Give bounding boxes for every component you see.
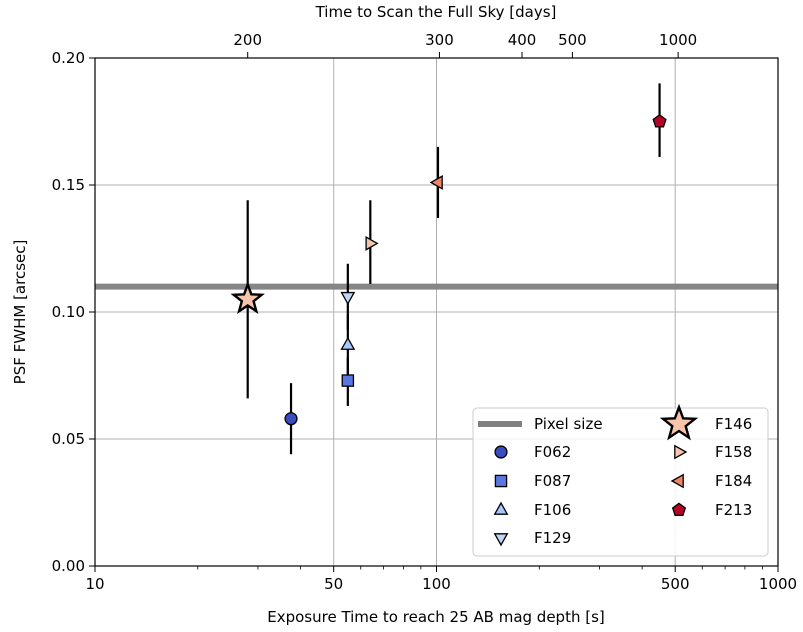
tick-layer: 10 50 100 500 1000 0.00 0.05 0.10 0.15 0.20 200 300… <box>52 31 798 593</box>
top-tick-label: 200 <box>233 31 262 49</box>
top-tick-label: 1000 <box>659 31 697 49</box>
marker-f158 <box>365 236 379 251</box>
marker-f129 <box>340 291 356 306</box>
legend-swatch-f062 <box>494 445 508 459</box>
top-axis-title: Time to Scan the Full Sky [days] <box>315 3 557 21</box>
legend-items: Pixel size F062 F087 F106 F129 F146 F158 F184 F2… <box>478 403 752 547</box>
top-tick-label: 300 <box>425 31 454 49</box>
legend-label-f087: F087 <box>534 472 571 490</box>
marker-f062 <box>284 412 298 426</box>
marker-f106 <box>340 336 356 350</box>
y-axis-title: PSF FWHM [arcsec] <box>11 240 29 385</box>
marker-f184 <box>429 175 443 190</box>
legend: Pixel size F062 F087 F106 F129 F146 F158 F184 F2… <box>472 403 769 557</box>
legend-box <box>472 407 769 557</box>
marker-layer <box>230 114 667 426</box>
legend-label-pixel-size: Pixel size <box>534 415 603 433</box>
legend-label-f146: F146 <box>715 415 752 433</box>
legend-swatch-f184 <box>670 473 684 489</box>
x-tick-label: 100 <box>422 575 451 593</box>
x-tick-label: 1000 <box>759 575 797 593</box>
y-tick-label: 0.15 <box>52 176 85 194</box>
legend-swatch-f087 <box>494 474 508 488</box>
x-axis-title: Exposure Time to reach 25 AB mag depth [… <box>267 608 605 626</box>
y-tick-label: 0.05 <box>52 430 85 448</box>
legend-label-f213: F213 <box>715 501 752 519</box>
legend-swatch-f129 <box>493 533 509 547</box>
legend-label-f129: F129 <box>534 529 571 547</box>
error-bar-layer <box>246 83 661 455</box>
legend-swatch-f158 <box>674 444 688 460</box>
legend-label-f184: F184 <box>715 472 752 490</box>
legend-swatch-f106 <box>493 501 509 515</box>
legend-label-f062: F062 <box>534 443 571 461</box>
top-tick-label: 400 <box>508 31 537 49</box>
x-tick-label: 500 <box>661 575 690 593</box>
x-tick-label: 50 <box>324 575 343 593</box>
legend-swatch-f213 <box>671 502 687 517</box>
top-tick-label: 500 <box>558 31 587 49</box>
legend-swatch-f146 <box>659 403 699 441</box>
legend-label-f106: F106 <box>534 501 571 519</box>
legend-label-f158: F158 <box>715 443 752 461</box>
marker-f087 <box>341 374 355 387</box>
y-tick-label: 0.00 <box>52 557 85 575</box>
marker-f146 <box>230 281 265 314</box>
y-tick-label: 0.10 <box>52 303 85 321</box>
y-tick-label: 0.20 <box>52 49 85 67</box>
x-tick-label: 10 <box>85 575 104 593</box>
marker-f213 <box>652 114 667 128</box>
